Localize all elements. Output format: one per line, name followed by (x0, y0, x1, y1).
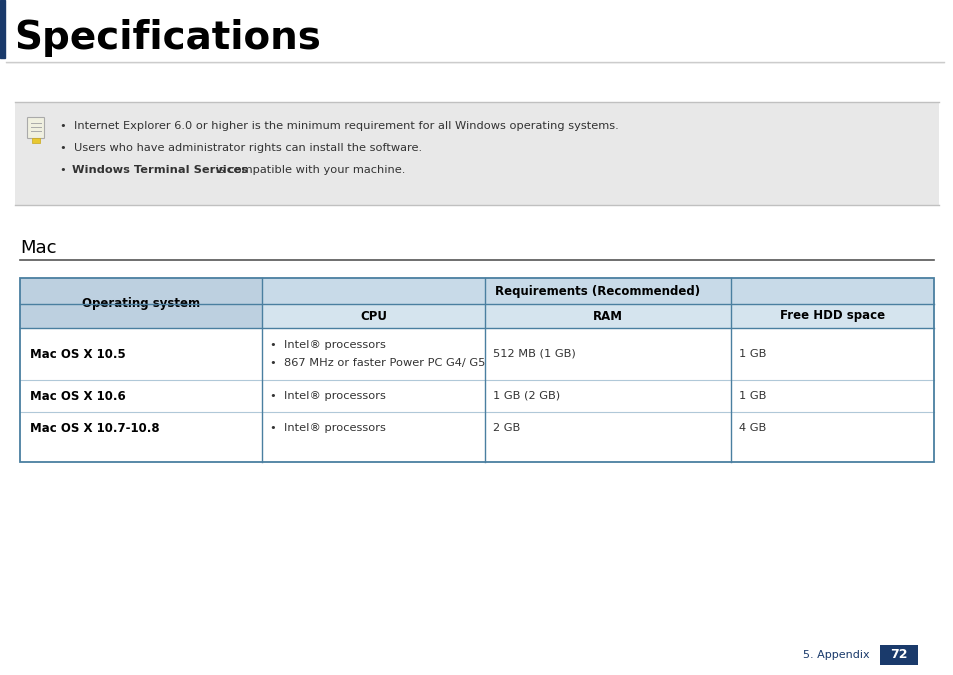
Text: 4 GB: 4 GB (739, 423, 765, 433)
FancyBboxPatch shape (28, 117, 45, 138)
Bar (15, 102, 938, 205)
Text: •: • (60, 165, 74, 175)
Text: 1 GB (2 GB): 1 GB (2 GB) (493, 391, 559, 401)
Text: Operating system: Operating system (82, 296, 200, 310)
Bar (0, 0, 5, 58)
Text: Mac OS X 10.7-10.8: Mac OS X 10.7-10.8 (30, 421, 159, 435)
Text: RAM: RAM (593, 310, 622, 323)
Bar (262, 304, 933, 328)
Text: •  867 MHz or faster Power PC G4/ G5: • 867 MHz or faster Power PC G4/ G5 (270, 358, 485, 368)
Text: Mac: Mac (20, 239, 56, 257)
Text: 512 MB (1 GB): 512 MB (1 GB) (493, 349, 576, 359)
Text: Requirements (Recommended): Requirements (Recommended) (495, 284, 700, 298)
Text: •  Internet Explorer 6.0 or higher is the minimum requirement for all Windows op: • Internet Explorer 6.0 or higher is the… (60, 121, 618, 131)
Bar (20, 278, 262, 328)
Bar (20, 278, 933, 462)
Bar (32, 138, 40, 143)
Text: Free HDD space: Free HDD space (780, 310, 884, 323)
Text: •  Intel® processors: • Intel® processors (270, 340, 385, 350)
Bar (20, 328, 933, 462)
Text: •  Intel® processors: • Intel® processors (270, 391, 385, 401)
Text: 2 GB: 2 GB (493, 423, 519, 433)
Text: Specifications: Specifications (14, 19, 320, 57)
Text: Mac OS X 10.5: Mac OS X 10.5 (30, 348, 126, 360)
Text: Windows Terminal Services: Windows Terminal Services (71, 165, 248, 175)
Text: is compatible with your machine.: is compatible with your machine. (212, 165, 405, 175)
Bar (879, 645, 917, 665)
Bar (20, 278, 933, 304)
Text: 1 GB: 1 GB (739, 349, 765, 359)
Text: 72: 72 (889, 649, 907, 662)
Text: 5. Appendix: 5. Appendix (802, 650, 869, 660)
Text: Mac OS X 10.6: Mac OS X 10.6 (30, 389, 126, 402)
Text: •  Intel® processors: • Intel® processors (270, 423, 385, 433)
Text: •  Users who have administrator rights can install the software.: • Users who have administrator rights ca… (60, 143, 421, 153)
Text: CPU: CPU (359, 310, 387, 323)
Text: 1 GB: 1 GB (739, 391, 765, 401)
